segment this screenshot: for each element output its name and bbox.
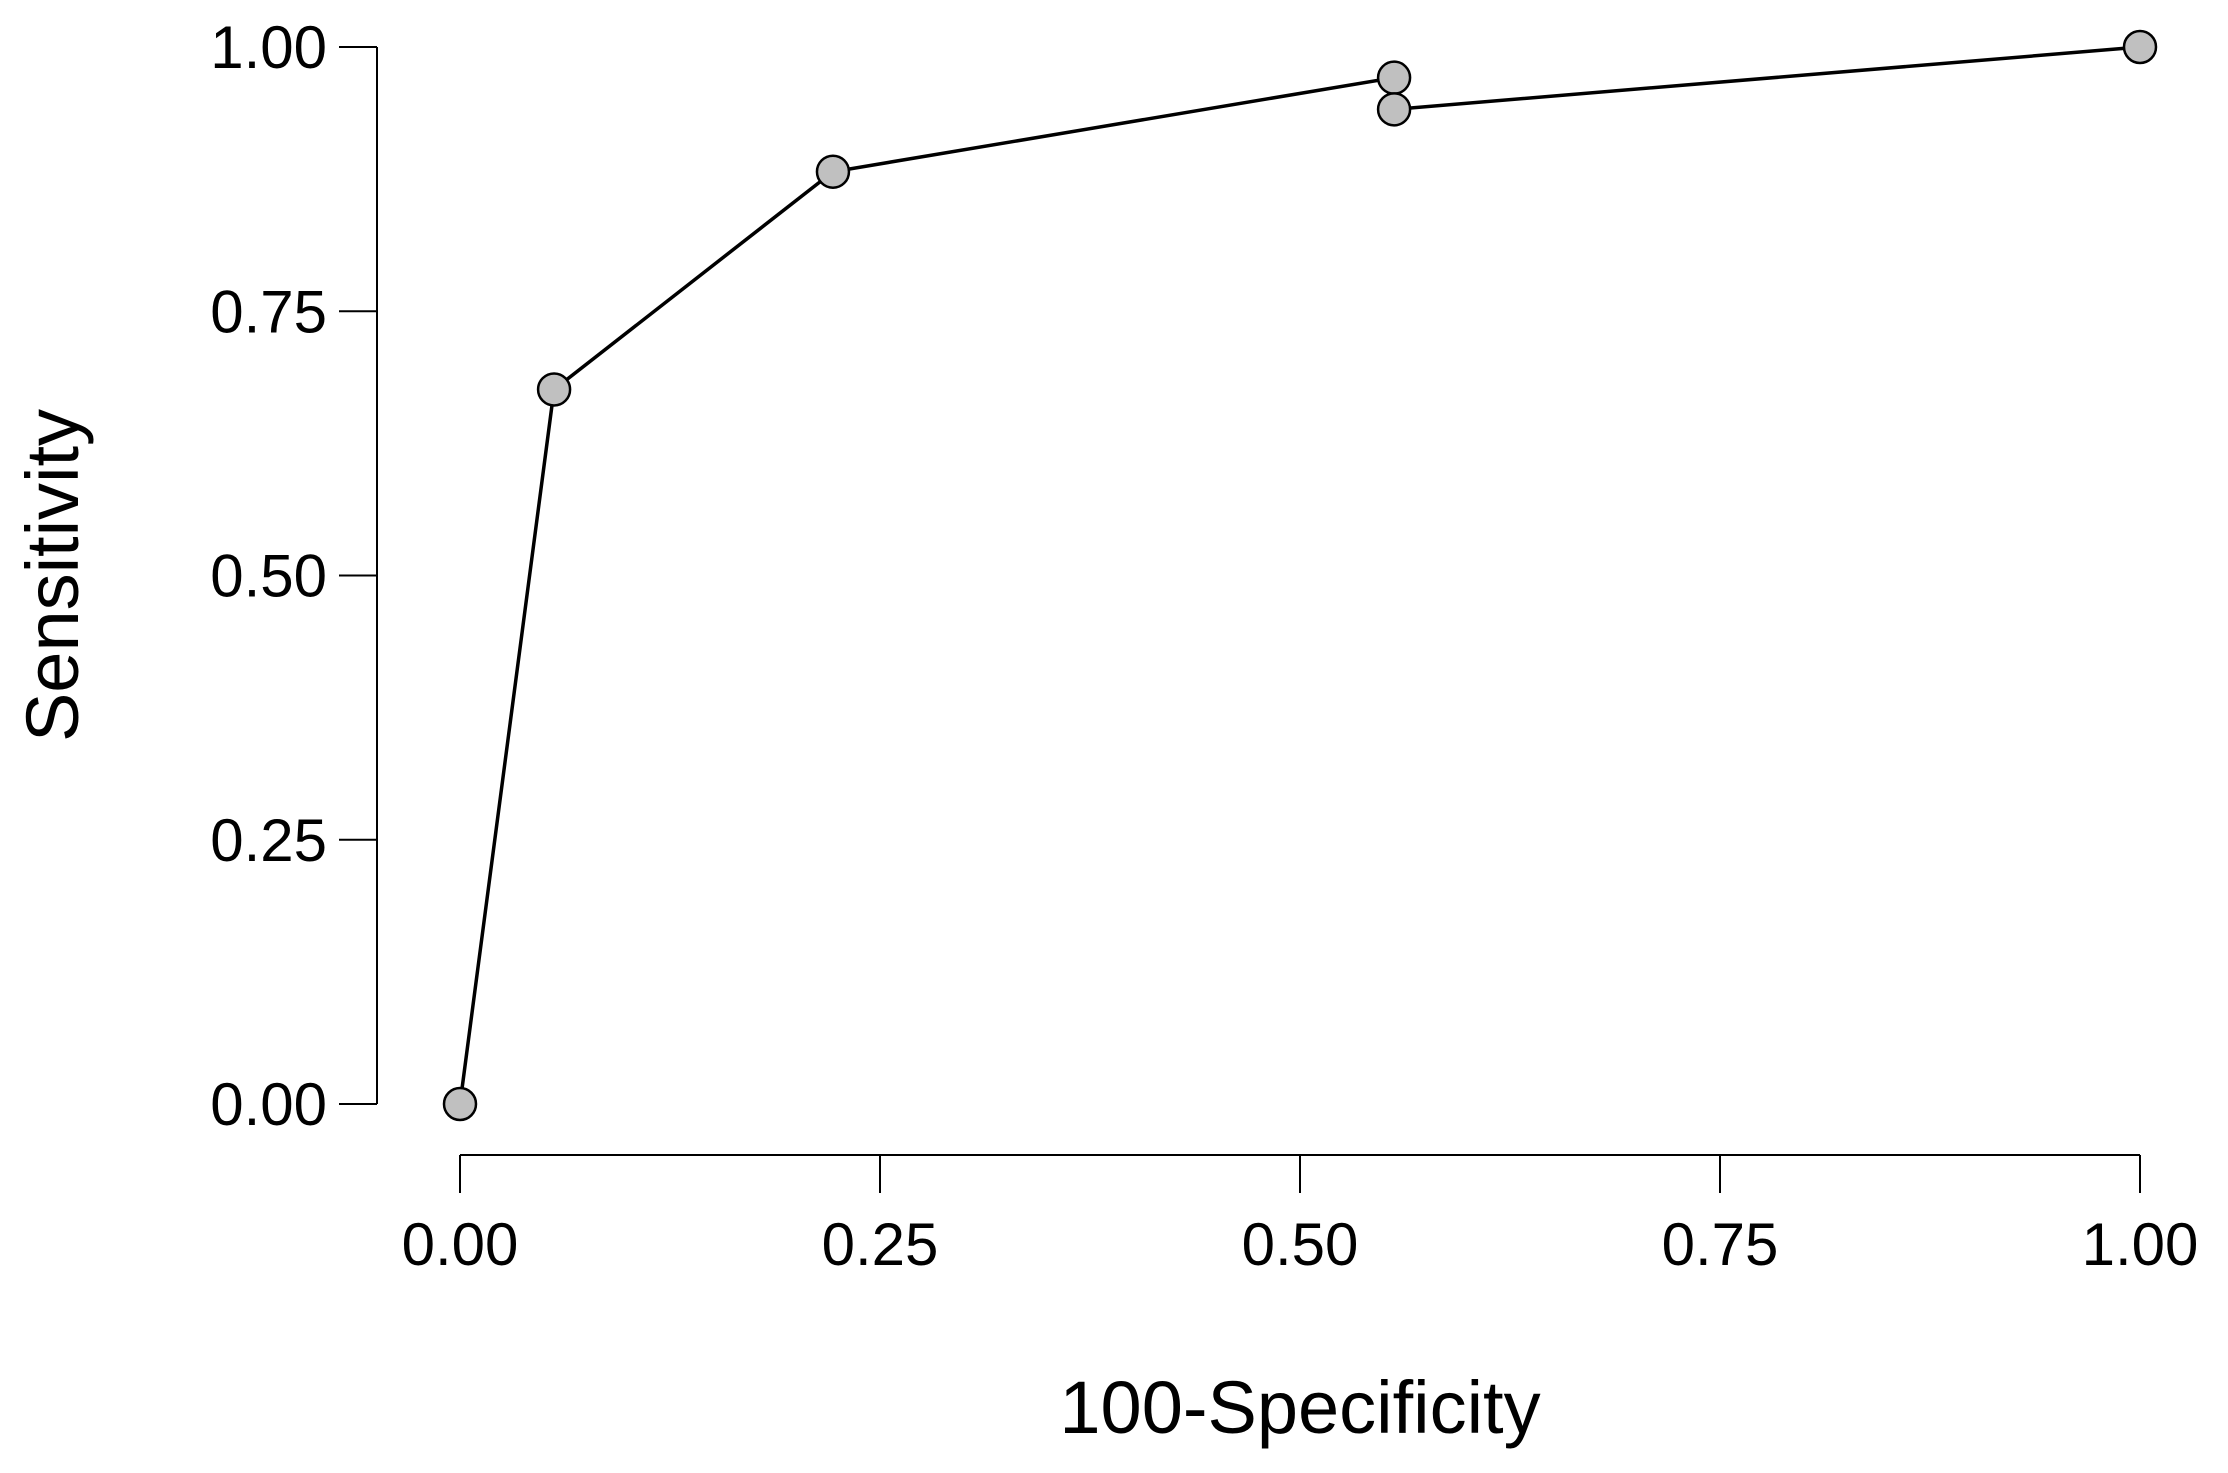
y-tick-label: 1.00	[210, 14, 327, 81]
series-layer	[442, 29, 2158, 1122]
x-axis: 0.00 0.25 0.50 0.75 1.00	[402, 1154, 2199, 1278]
x-tick-label: 1.00	[2082, 1211, 2199, 1278]
y-tick-label: 0.00	[210, 1071, 327, 1138]
data-point	[536, 372, 572, 407]
data-point	[1376, 60, 1412, 95]
x-tick-label: 0.25	[822, 1211, 939, 1278]
data-point	[815, 154, 851, 189]
y-tick-label: 0.25	[210, 807, 327, 874]
y-tick-label: 0.75	[210, 278, 327, 345]
y-axis: 0.00 0.25 0.50 0.75 1.00	[210, 14, 378, 1138]
data-point	[2122, 29, 2158, 65]
data-point	[1376, 92, 1412, 127]
x-axis-title: 100-Specificity	[1059, 1366, 1540, 1449]
series-line	[458, 45, 2141, 1105]
x-tick-label: 0.00	[402, 1211, 519, 1278]
y-tick-label: 0.50	[210, 543, 327, 610]
y-axis-title: Sensitivity	[11, 409, 94, 742]
data-point	[442, 1086, 478, 1122]
x-tick-label: 0.50	[1242, 1211, 1359, 1278]
x-tick-label: 0.75	[1662, 1211, 1779, 1278]
